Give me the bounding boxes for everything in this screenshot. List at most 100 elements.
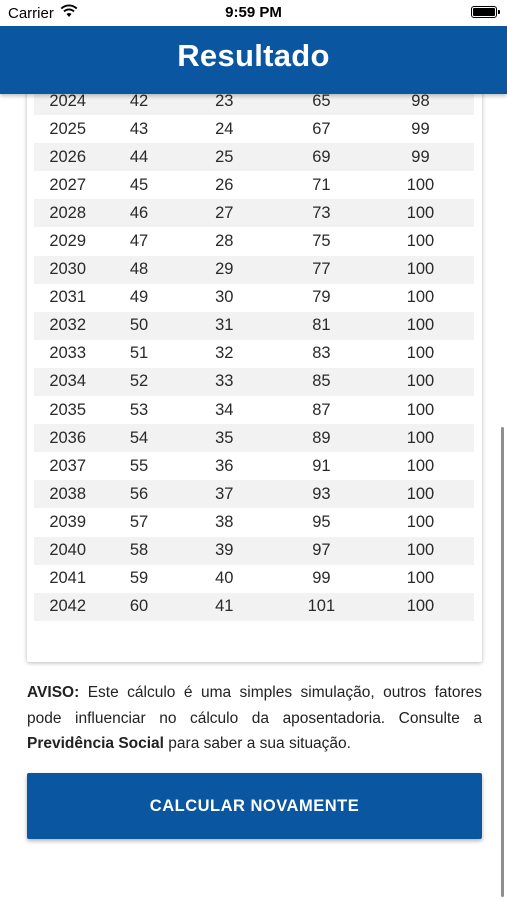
table-cell: 32 <box>215 344 234 363</box>
table-cell: 59 <box>129 569 149 588</box>
table-cell: 26 <box>215 175 234 194</box>
table-cell: 2035 <box>49 400 87 419</box>
table-cell: 71 <box>312 175 331 194</box>
table-cell: 99 <box>411 147 430 166</box>
notice-label: AVISO: <box>27 684 80 701</box>
table-cell: 51 <box>129 344 149 363</box>
table-cell: 43 <box>129 119 149 138</box>
table-cell: 56 <box>129 484 149 503</box>
table-cell: 100 <box>406 344 435 363</box>
table-cell: 93 <box>312 484 331 503</box>
table-cell: 2031 <box>49 288 87 307</box>
table-row: 2041 59 40 99 100 <box>34 565 474 593</box>
table-cell: 60 <box>129 597 149 616</box>
table-cell: 35 <box>215 428 234 447</box>
notice-body-2: para saber a sua situação. <box>164 735 351 752</box>
results-card: 2024 42 23 65 98 2025 43 24 67 99 2026 44 25 69 99 2027… <box>27 60 482 662</box>
table-cell: 100 <box>406 175 435 194</box>
table-cell: 81 <box>312 316 331 335</box>
table-cell: 38 <box>215 512 234 531</box>
table-cell: 85 <box>312 372 331 391</box>
table-row: 2026 44 25 69 99 <box>34 143 474 172</box>
table-row: 2033 51 32 83 100 <box>34 340 474 368</box>
table-cell: 30 <box>215 288 234 307</box>
table-cell: 39 <box>215 541 234 560</box>
table-cell: 100 <box>406 316 435 335</box>
table-row: 2027 45 26 71 100 <box>34 171 474 199</box>
table-cell: 29 <box>215 260 234 279</box>
notice-link-previdencia: Previdência Social <box>27 735 164 752</box>
notice-body-1: Este cálculo é uma simples simulação, ou… <box>27 684 482 727</box>
table-row: 2025 43 24 67 99 <box>34 115 474 143</box>
table-cell: 2032 <box>49 316 87 335</box>
table-cell: 28 <box>215 232 234 251</box>
table-cell: 44 <box>129 147 149 166</box>
table-cell: 73 <box>312 203 331 222</box>
table-cell: 52 <box>129 372 149 391</box>
table-cell: 65 <box>312 91 331 110</box>
table-row: 2034 52 33 85 100 <box>34 367 474 397</box>
table-row: 2031 49 30 79 100 <box>34 284 474 312</box>
table-cell: 2039 <box>49 512 87 531</box>
wifi-icon <box>60 4 78 17</box>
table-cell: 36 <box>215 456 234 475</box>
table-cell: 2033 <box>49 344 87 363</box>
battery-icon <box>471 6 500 18</box>
table-cell: 75 <box>312 232 331 251</box>
table-cell: 58 <box>129 541 149 560</box>
table-cell: 77 <box>312 260 331 279</box>
table-row: 2032 50 31 81 100 <box>34 311 474 340</box>
table-row: 2029 47 28 75 100 <box>34 227 474 255</box>
table-cell: 54 <box>129 428 149 447</box>
table-cell: 2028 <box>49 203 87 222</box>
table-cell: 2036 <box>49 428 87 447</box>
table-cell: 57 <box>129 512 149 531</box>
table-row: 2042 60 41 101 100 <box>34 592 474 621</box>
table-cell: 53 <box>129 400 149 419</box>
table-cell: 100 <box>406 260 435 279</box>
table-cell: 34 <box>215 400 234 419</box>
table-cell: 99 <box>312 569 331 588</box>
scrollbar[interactable] <box>501 427 504 897</box>
table-cell: 87 <box>312 400 331 419</box>
table-cell: 69 <box>312 147 331 166</box>
table-row: 2028 46 27 73 100 <box>34 199 474 228</box>
table-cell: 2027 <box>49 175 87 194</box>
table-cell: 2038 <box>49 484 87 503</box>
table-cell: 97 <box>312 541 331 560</box>
table-cell: 83 <box>312 344 331 363</box>
table-row: 2036 54 35 89 100 <box>34 424 474 453</box>
table-cell: 98 <box>411 91 430 110</box>
table-cell: 2040 <box>49 541 87 560</box>
table-cell: 27 <box>215 203 234 222</box>
table-cell: 2030 <box>49 260 87 279</box>
table-cell: 2024 <box>49 91 87 110</box>
table-row: 2040 58 39 97 100 <box>34 536 474 565</box>
table-cell: 33 <box>215 372 234 391</box>
table-cell: 24 <box>215 119 234 138</box>
table-cell: 40 <box>215 569 234 588</box>
table-cell: 100 <box>406 372 435 391</box>
table-cell: 2025 <box>49 119 87 138</box>
table-cell: 100 <box>406 203 435 222</box>
table-cell: 100 <box>406 400 435 419</box>
table-cell: 49 <box>129 288 149 307</box>
table-row: 2035 53 34 87 100 <box>34 396 474 424</box>
app-header: Resultado <box>0 26 507 94</box>
table-cell: 55 <box>129 456 149 475</box>
table-cell: 31 <box>215 316 234 335</box>
clock: 9:59 PM <box>225 4 282 21</box>
table-row: 2030 48 29 77 100 <box>34 255 474 284</box>
table-cell: 100 <box>406 288 435 307</box>
table-cell: 2026 <box>49 147 87 166</box>
table-cell: 95 <box>312 512 331 531</box>
table-cell: 2029 <box>49 232 87 251</box>
table-cell: 100 <box>406 232 435 251</box>
table-cell: 2042 <box>49 597 87 616</box>
table-cell: 67 <box>312 119 331 138</box>
table-cell: 48 <box>129 260 149 279</box>
table-cell: 46 <box>129 203 149 222</box>
table-cell: 101 <box>307 597 336 616</box>
recalculate-button[interactable]: CALCULAR NOVAMENTE <box>27 773 482 839</box>
page-title: Resultado <box>177 38 330 73</box>
